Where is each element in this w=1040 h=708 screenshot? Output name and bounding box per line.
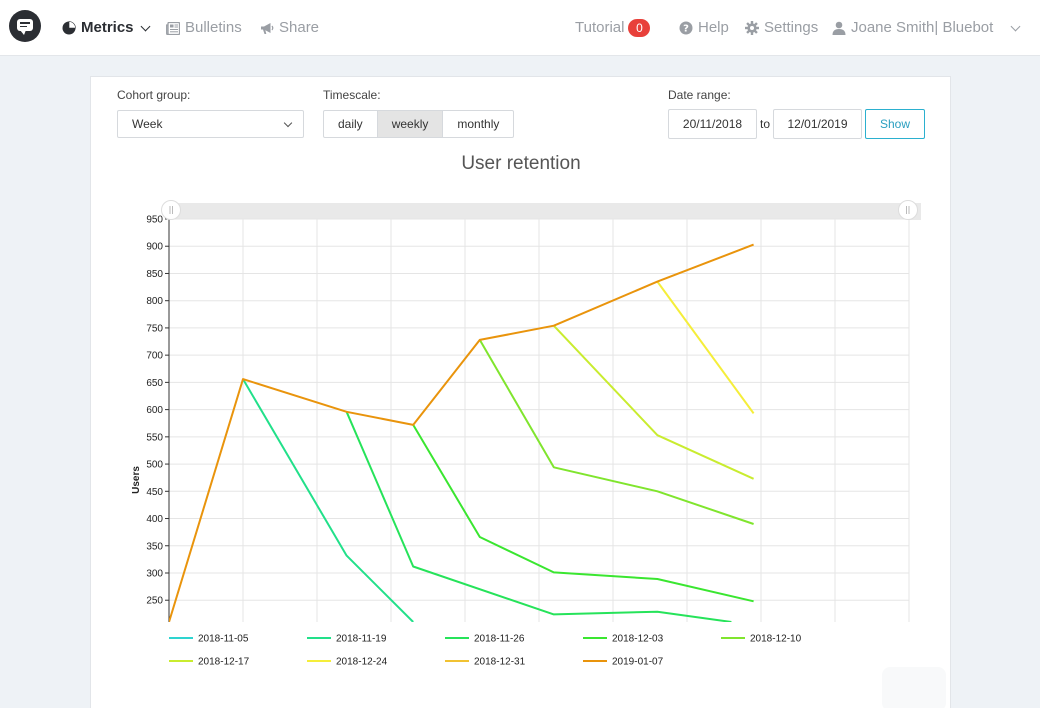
legend-item[interactable]: 2018-12-31 (445, 657, 526, 668)
nav-tutorial[interactable]: Tutorial 0 (575, 18, 651, 38)
y-tick-label: 400 (146, 514, 163, 525)
user-menu-toggle[interactable] (1010, 18, 1021, 38)
nav-settings[interactable]: Settings (745, 18, 818, 38)
y-tick-label: 500 (146, 460, 163, 471)
series-line-2018-12-03 (412, 424, 754, 603)
y-tick-label: 550 (146, 432, 163, 443)
y-tick-label: 700 (146, 351, 163, 362)
retention-chart: User retention 250 300 350 400 450 500 550 600 6… (131, 153, 921, 668)
y-axis: 250 300 350 400 450 500 550 600 650 700 750 800 850 9… (146, 215, 170, 622)
y-axis-label: Users (131, 466, 142, 494)
legend-label: 2018-11-05 (198, 634, 249, 645)
top-navbar: Metrics Bulletins Share Tutorial 0 ? Hel… (0, 0, 1040, 56)
nav-share[interactable]: Share (260, 18, 319, 38)
legend-item[interactable]: 2018-12-17 (169, 657, 250, 668)
range-slider-handles (161, 200, 918, 220)
pie-chart-icon (62, 21, 76, 35)
chart-title: User retention (461, 153, 580, 174)
newspaper-icon (166, 21, 180, 35)
user-name-label: Joane Smith| Bluebot (851, 19, 994, 36)
chart-legend: 2018-11-05 2018-11-19 2018-11-26 2018-12-03… (169, 634, 802, 668)
range-slider-left-handle[interactable] (161, 200, 181, 220)
cohort-group-select[interactable]: Week (117, 110, 304, 138)
cohort-group-value: Week (132, 117, 163, 131)
y-tick-label: 350 (146, 541, 163, 552)
legend-item[interactable]: 2018-11-19 (307, 634, 387, 645)
megaphone-icon (261, 22, 274, 34)
timescale-daily-button[interactable]: daily (324, 111, 378, 137)
series-line-2018-12-24 (656, 281, 755, 414)
series-line-2018-12-10 (478, 339, 754, 525)
cohort-group-label: Cohort group: (117, 88, 191, 102)
legend-label: 2018-12-24 (336, 657, 388, 668)
legend-item[interactable]: 2018-12-03 (583, 634, 664, 645)
retention-card: Cohort group: Week Timescale: daily week… (90, 76, 951, 708)
chart-grid (169, 218, 910, 622)
timescale-label: Timescale: (323, 88, 381, 102)
nav-tutorial-label: Tutorial (575, 19, 625, 36)
question-circle-icon: ? (679, 21, 693, 35)
range-slider-right-handle[interactable] (898, 200, 918, 220)
timescale-toggle: daily weekly monthly (323, 110, 515, 138)
chevron-down-icon (140, 21, 150, 31)
legend-label: 2018-12-31 (474, 657, 526, 668)
y-tick-label: 900 (146, 242, 163, 253)
y-tick-label: 450 (146, 487, 163, 498)
nav-help[interactable]: ? Help (679, 18, 729, 38)
y-tick-label: 250 (146, 596, 163, 607)
y-tick-label: 950 (146, 215, 163, 226)
corner-widget (882, 667, 946, 708)
legend-label: 2018-11-19 (336, 634, 387, 645)
legend-item[interactable]: 2018-11-05 (169, 634, 249, 645)
svg-text:?: ? (683, 24, 689, 35)
y-tick-label: 300 (146, 568, 163, 579)
show-button[interactable]: Show (865, 109, 925, 139)
legend-label: 2018-11-26 (474, 634, 525, 645)
date-range-label: Date range: (668, 88, 731, 102)
nav-help-label: Help (698, 19, 729, 36)
date-from-input[interactable]: 20/11/2018 (668, 109, 757, 139)
nav-metrics-label: Metrics (81, 19, 134, 36)
y-tick-label: 750 (146, 323, 163, 334)
legend-label: 2018-12-17 (198, 657, 250, 668)
date-range-separator: to (760, 117, 771, 131)
nav-bulletins-label: Bulletins (185, 19, 242, 36)
chevron-down-icon (1010, 21, 1021, 31)
timescale-monthly-button[interactable]: monthly (457, 117, 500, 131)
nav-bulletins[interactable]: Bulletins (166, 18, 242, 38)
legend-label: 2019-01-07 (612, 657, 664, 668)
nav-share-label: Share (279, 19, 320, 36)
user-menu[interactable]: Joane Smith| Bluebot (832, 18, 993, 38)
legend-label: 2018-12-10 (750, 634, 802, 645)
series-line-2018-11-19 (242, 378, 414, 622)
app-logo-icon[interactable] (9, 10, 41, 42)
nav-metrics[interactable]: Metrics (62, 18, 150, 38)
legend-item[interactable]: 2018-11-26 (445, 634, 525, 645)
y-tick-label: 650 (146, 378, 163, 389)
series-line-2018-12-17 (553, 325, 755, 480)
legend-item[interactable]: 2018-12-24 (307, 657, 388, 668)
nav-settings-label: Settings (764, 19, 819, 36)
timescale-weekly-button[interactable]: weekly (377, 111, 444, 137)
date-to-input[interactable]: 12/01/2019 (773, 109, 862, 139)
legend-label: 2018-12-03 (612, 634, 664, 645)
user-icon (832, 21, 846, 35)
series-line-2019-01-07 (169, 243, 754, 622)
y-tick-label: 800 (146, 296, 163, 307)
tutorial-count-badge: 0 (628, 19, 651, 37)
legend-item[interactable]: 2018-12-10 (721, 634, 802, 645)
y-tick-label: 850 (146, 269, 163, 280)
y-tick-label: 600 (146, 405, 163, 416)
legend-item[interactable]: 2019-01-07 (583, 657, 664, 668)
gear-icon (745, 21, 759, 35)
range-slider-track[interactable] (171, 203, 921, 220)
series-line-2018-11-26 (345, 411, 732, 622)
chart-series-lines (169, 243, 755, 622)
